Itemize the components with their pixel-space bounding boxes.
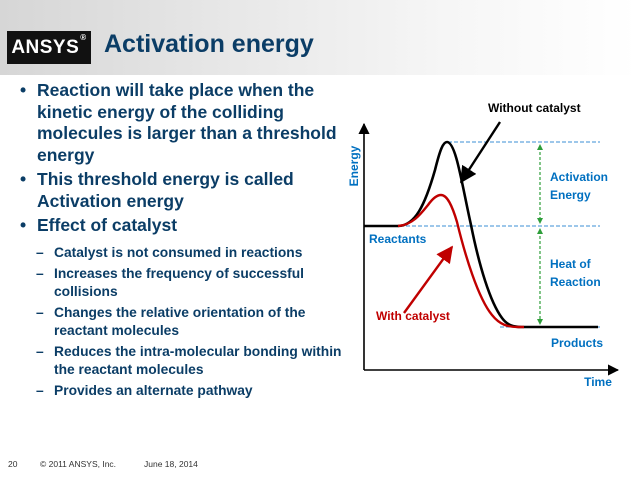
- activation-energy-label-line2: Energy: [550, 188, 591, 202]
- with-catalyst-label: With catalyst: [376, 309, 450, 323]
- registered-mark: ®: [80, 33, 87, 42]
- bullet-text: Effect of catalyst: [37, 215, 178, 235]
- products-label: Products: [551, 336, 603, 350]
- bullet-dot: •: [20, 215, 27, 235]
- bullet-dot: •: [20, 80, 27, 100]
- sub-bullet-dash: –: [36, 305, 44, 320]
- with-catalyst-pointer: [403, 245, 453, 314]
- heat-of-reaction-label-line1: Heat of: [550, 257, 592, 271]
- reactants-label: Reactants: [369, 232, 427, 246]
- without-catalyst-pointer: [459, 121, 502, 184]
- bullet-text: Reaction will take place when the kineti…: [37, 80, 337, 165]
- activation-energy-label-line1: Activation: [550, 170, 608, 184]
- catalyzed-curve: [397, 193, 524, 329]
- copyright: © 2011 ANSYS, Inc.: [40, 459, 117, 469]
- heat-of-reaction-label-line2: Reaction: [550, 275, 601, 289]
- sub-bullet-dash: –: [36, 244, 44, 260]
- bullet-item: • Reaction will take place when the kinet…: [10, 80, 350, 166]
- ansys-logo: ANSYS®: [7, 31, 91, 64]
- header-band: [0, 0, 638, 75]
- sub-bullet-text: Changes the relative orientation of the …: [54, 305, 306, 338]
- energy-diagram: Energy Time Without catalyst With cataly…: [347, 101, 620, 389]
- bullet-text: This threshold energy is called Activati…: [37, 169, 294, 211]
- without-catalyst-label: Without catalyst: [488, 101, 581, 115]
- sub-bullet-item: – Increases the frequency of successful c…: [10, 265, 350, 300]
- sub-bullet-item: – Provides an alternate pathway: [10, 382, 350, 400]
- sub-bullet-item: – Reduces the intra-molecular bonding wit…: [10, 343, 350, 378]
- sub-bullet-dash: –: [36, 383, 44, 398]
- sub-bullet-text: Catalyst is not consumed in reactions: [54, 244, 303, 260]
- logo-text: ANSYS: [11, 37, 80, 58]
- sub-bullet-dash: –: [36, 266, 44, 281]
- slide-date: June 18, 2014: [144, 459, 198, 469]
- bullet-item: • This threshold energy is called Activat…: [10, 169, 350, 212]
- sub-bullet-text: Provides an alternate pathway: [54, 383, 253, 398]
- bullet-item: • Effect of catalyst: [10, 215, 350, 237]
- slide-title: Activation energy: [104, 30, 314, 58]
- bullet-list: • Reaction will take place when the kinet…: [10, 80, 350, 404]
- sub-bullet-text: Increases the frequency of successful co…: [54, 266, 304, 299]
- sub-bullet-item: – Catalyst is not consumed in reactions: [10, 244, 350, 262]
- bullet-dot: •: [20, 169, 27, 189]
- sub-bullet-text: Reduces the intra-molecular bonding with…: [54, 344, 342, 377]
- x-axis-label: Time: [584, 375, 612, 389]
- y-axis-label: Energy: [347, 145, 361, 186]
- sub-bullet-dash: –: [36, 344, 44, 359]
- sub-bullet-item: – Changes the relative orientation of the…: [10, 304, 350, 339]
- page-number: 20: [8, 459, 18, 469]
